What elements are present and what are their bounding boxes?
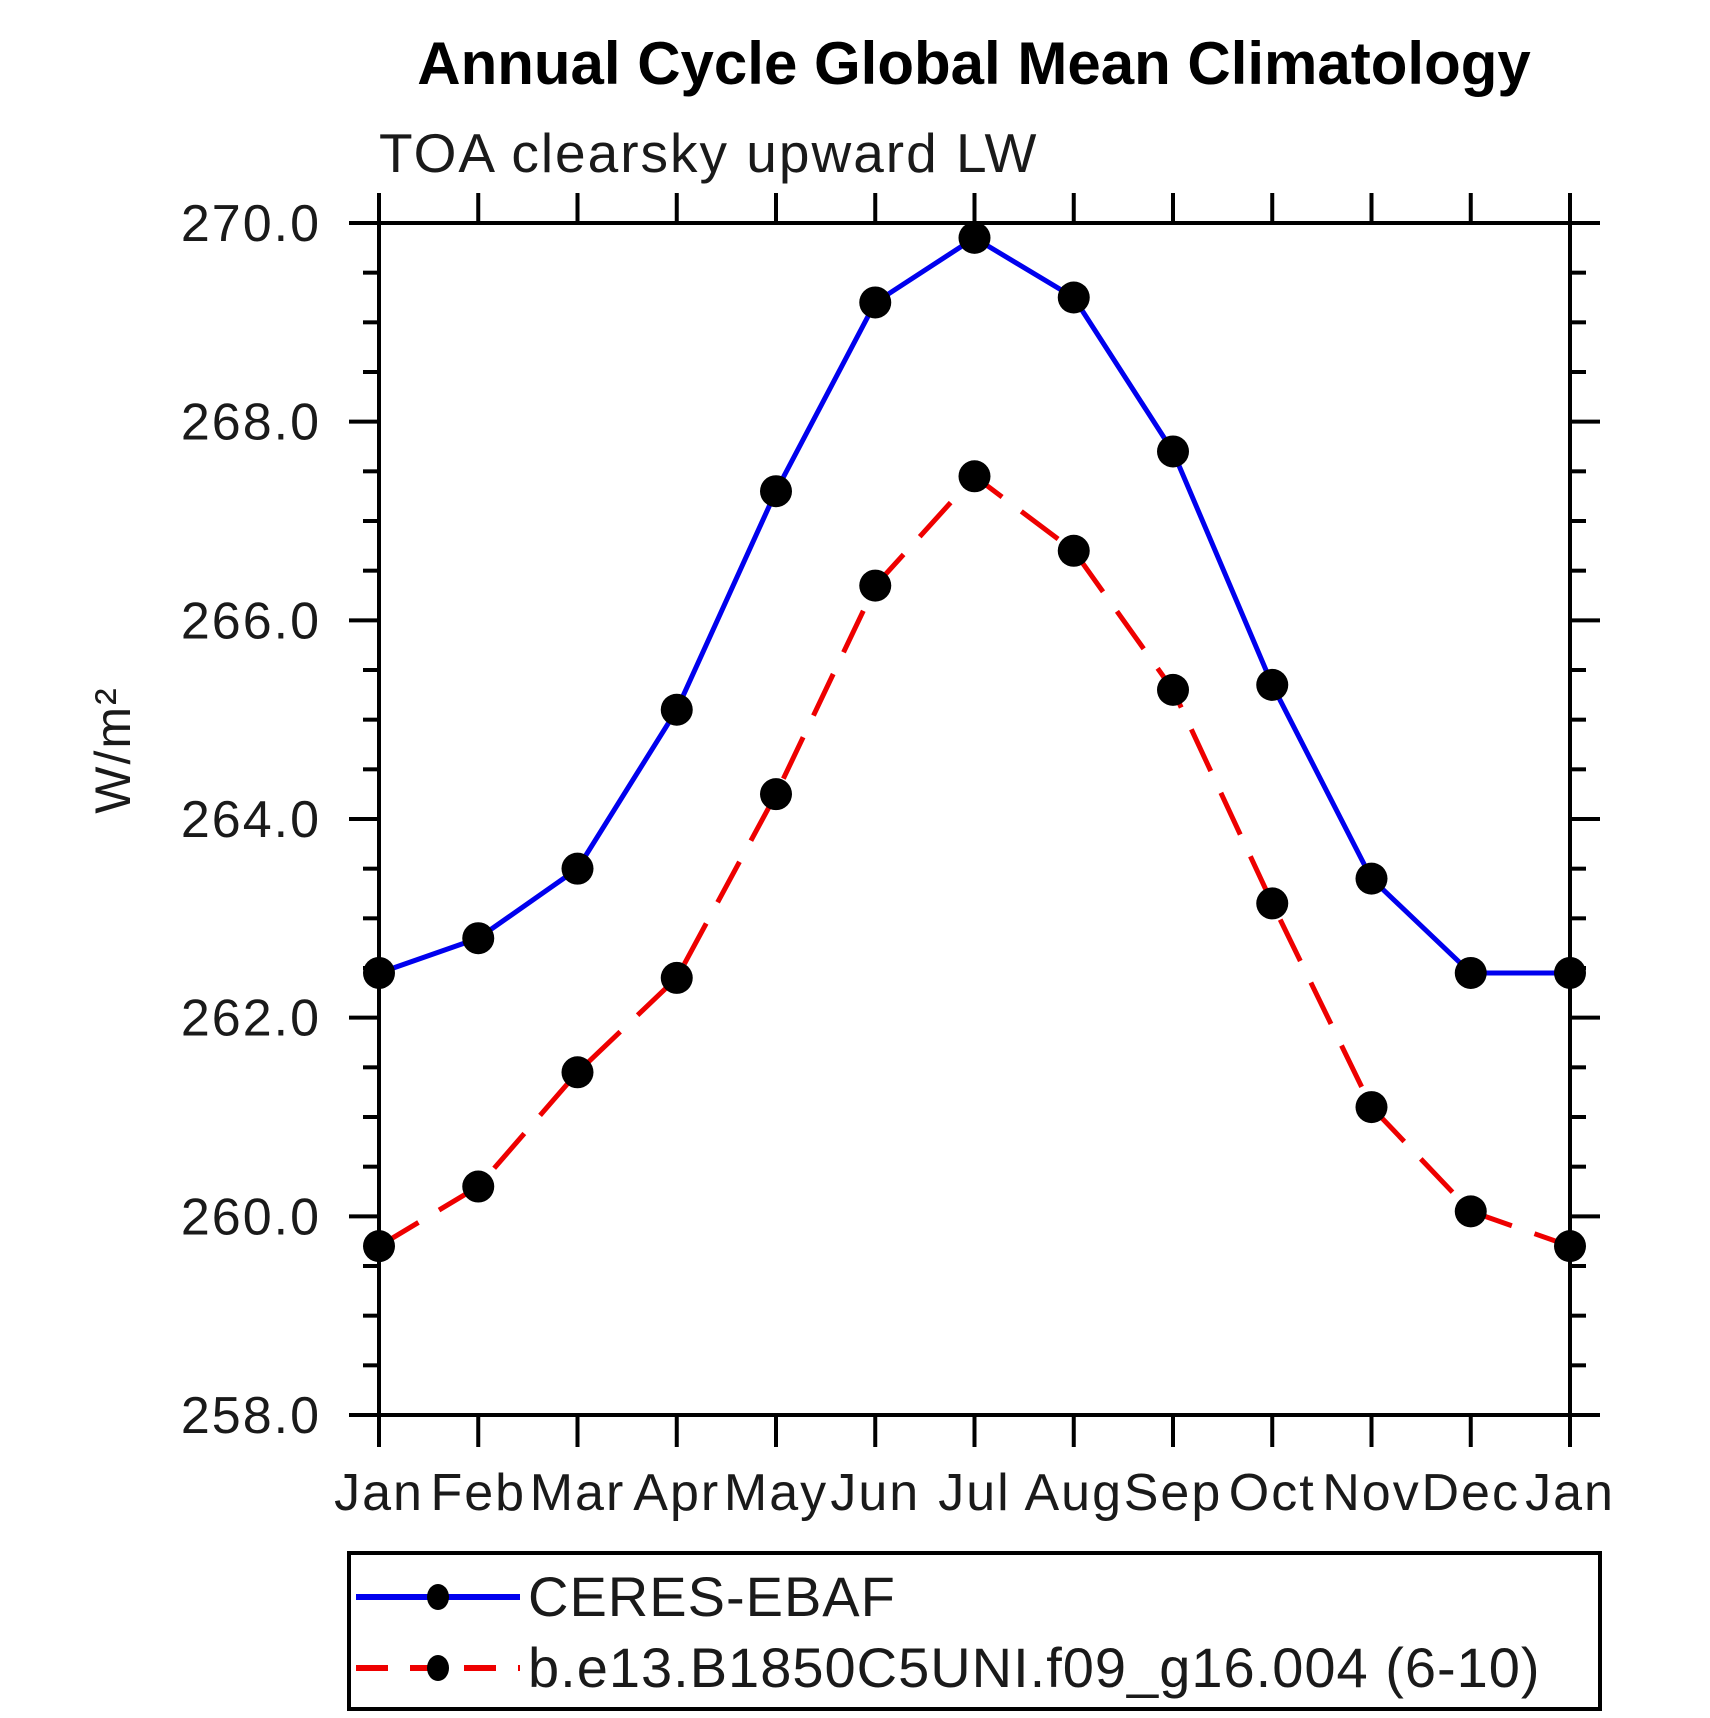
legend-marker-circle: [427, 1655, 449, 1681]
x-tick-label: Oct: [1229, 1464, 1316, 1522]
axes: [349, 193, 1600, 1447]
data-point-marker: [859, 569, 892, 602]
data-point-marker: [660, 961, 693, 994]
data-point-marker: [958, 221, 991, 254]
data-point-marker: [660, 693, 693, 726]
x-tick-label: Apr: [633, 1464, 720, 1522]
x-tick-label: Jan: [334, 1464, 424, 1522]
x-tick-label: Dec: [1422, 1464, 1520, 1522]
legend-label: b.e13.B1850C5UNI.f09_g16.004 (6-10): [528, 1636, 1541, 1699]
y-tick-label: 268.0: [181, 394, 321, 452]
data-point-marker: [561, 1056, 594, 1089]
y-tick-label: 270.0: [181, 195, 321, 253]
data-point-marker: [1057, 534, 1090, 567]
y-tick-label: 258.0: [181, 1387, 321, 1445]
data-point-marker: [1554, 956, 1586, 989]
x-tick-label: Nov: [1322, 1464, 1420, 1522]
data-point-marker: [760, 475, 792, 508]
x-tick-label: Jun: [830, 1464, 920, 1522]
data-point-marker: [1355, 1091, 1388, 1124]
series-line-ceres-ebaf: [378, 234, 1570, 976]
y-tick-label: 260.0: [181, 1188, 321, 1246]
data-point-marker: [1157, 435, 1189, 468]
plot-box: [377, 221, 1572, 1417]
legend-label: CERES-EBAF: [528, 1565, 896, 1628]
data-point-marker: [1057, 281, 1090, 314]
chart-subtitle: TOA clearsky upward LW: [379, 122, 1038, 184]
data-point-marker: [1454, 1195, 1487, 1228]
data-point-marker: [859, 286, 892, 319]
x-tick-label: Sep: [1124, 1464, 1223, 1522]
x-tick-label: Jul: [938, 1464, 1010, 1522]
legend-box: [347, 1551, 1602, 1711]
data-point-marker: [760, 778, 792, 811]
series-line-b-e13-b1850c5uni-f09-g16-004-6-10-: [377, 472, 1571, 1249]
data-point-marker: [1256, 668, 1289, 701]
data-point-markers: [363, 221, 1586, 1263]
y-tick-label: 262.0: [181, 990, 321, 1048]
data-point-marker: [363, 956, 395, 989]
data-point-marker: [1355, 862, 1388, 895]
chart-title: Annual Cycle Global Mean Climatology: [417, 30, 1531, 97]
x-tick-label: Feb: [430, 1464, 526, 1522]
data-point-marker: [1256, 887, 1289, 920]
x-tick-label: Jan: [1525, 1464, 1615, 1522]
data-series: [377, 234, 1571, 1249]
x-tick-label: Mar: [530, 1464, 626, 1522]
legend: CERES-EBAF b.e13.B1850C5UNI.f09_g16.004 …: [347, 1551, 1602, 1711]
data-point-marker: [1157, 673, 1189, 706]
legend-entry-ceres-ebaf: CERES-EBAF: [356, 1565, 896, 1628]
legend-entry-model: b.e13.B1850C5UNI.f09_g16.004 (6-10): [356, 1636, 1541, 1699]
y-tick-label: 266.0: [181, 592, 321, 650]
data-point-marker: [1554, 1230, 1586, 1263]
data-point-marker: [958, 460, 991, 493]
data-point-marker: [1454, 956, 1487, 989]
x-tick-label: Aug: [1024, 1464, 1123, 1522]
y-tick-label: 264.0: [181, 791, 321, 849]
legend-marker-circle: [427, 1584, 449, 1610]
data-point-marker: [363, 1230, 395, 1263]
data-point-marker: [462, 922, 495, 955]
data-point-marker: [561, 852, 594, 885]
x-tick-label: May: [724, 1464, 828, 1522]
data-point-marker: [462, 1170, 495, 1203]
y-axis-label: W/m²: [85, 686, 141, 813]
